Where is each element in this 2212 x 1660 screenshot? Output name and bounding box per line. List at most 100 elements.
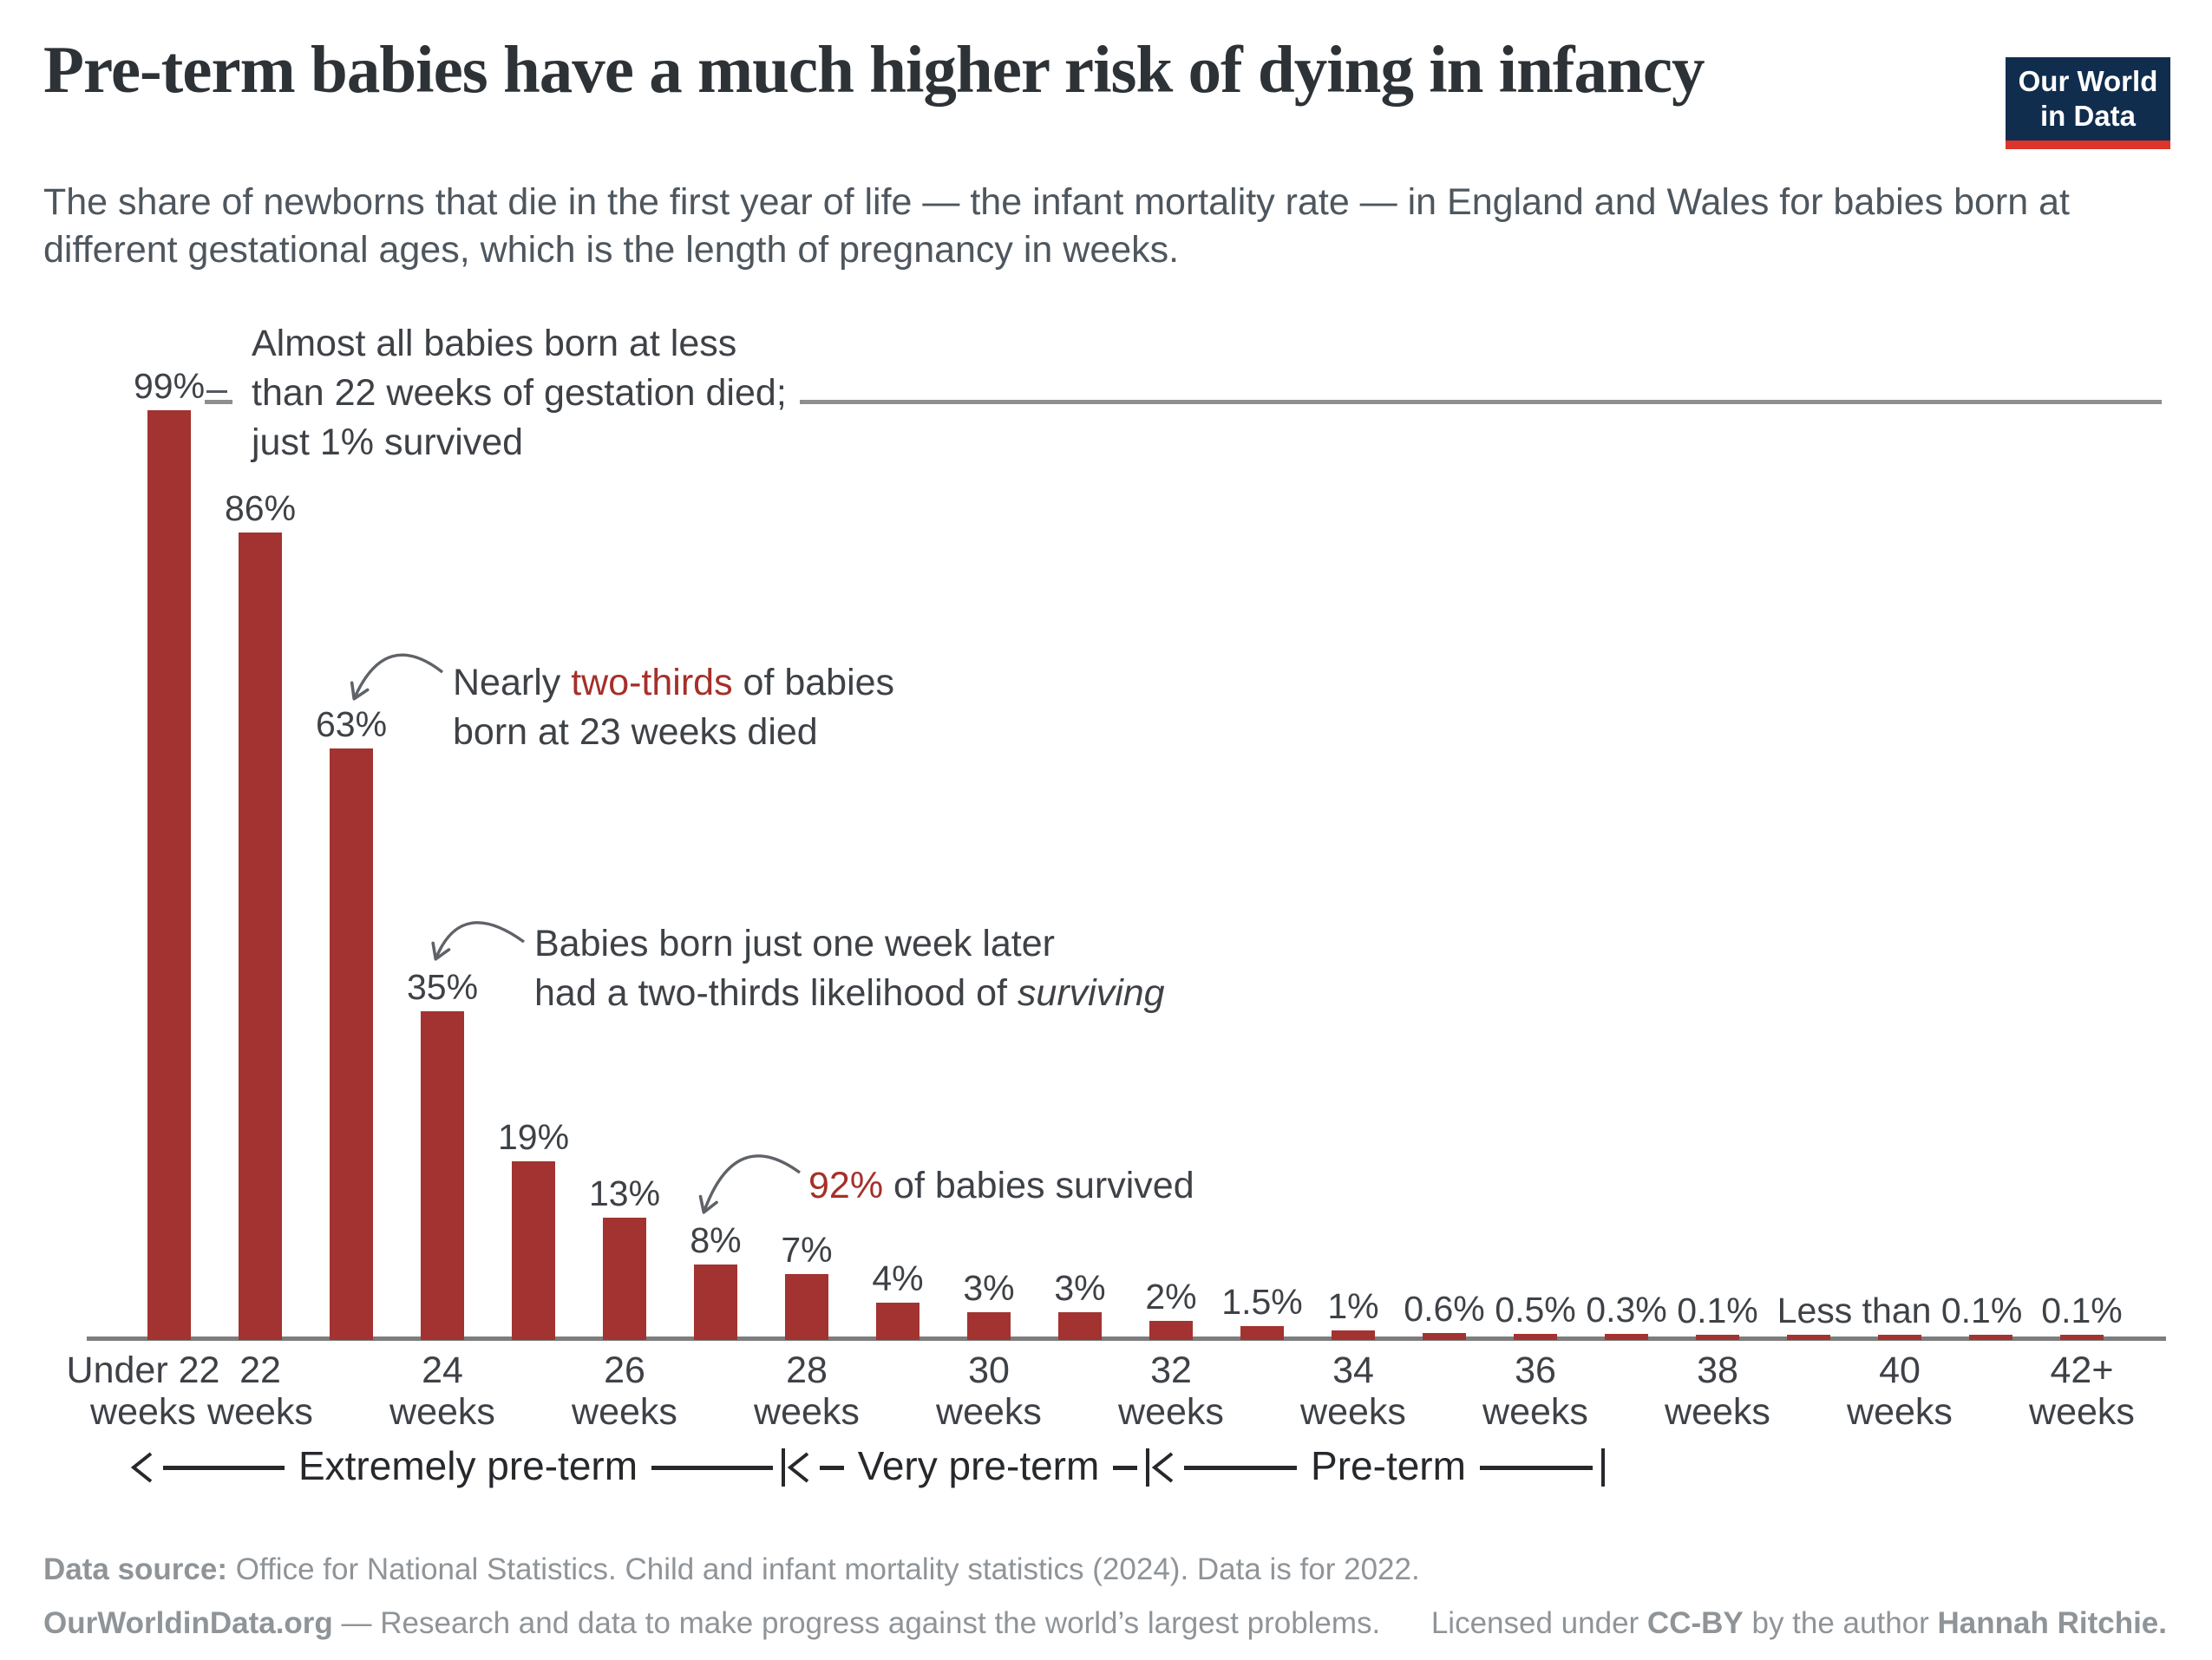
x-axis-label-line: weeks <box>1847 1391 1953 1433</box>
x-axis-label: Under 22 weeks <box>39 1350 247 1433</box>
x-axis-label-line: 22 <box>239 1350 281 1391</box>
bar-37-weeks <box>1605 1334 1648 1340</box>
page-subtitle: The share of newborns that die in the fi… <box>43 179 2070 274</box>
bar-value-label: 99% <box>133 365 206 406</box>
bracket-line <box>163 1465 285 1470</box>
bracket-very-pre-term: Very pre-term <box>785 1443 1150 1488</box>
annotation-line: born at 23 weeks died <box>453 711 818 753</box>
owid-logo-line1: Our World <box>2018 65 2158 97</box>
x-axis-label: 30 weeks <box>885 1350 1093 1433</box>
bracket-label: Pre-term <box>1311 1443 1466 1488</box>
x-axis-label-line: weeks <box>754 1391 860 1433</box>
bar-value-label: 7% <box>781 1230 833 1271</box>
bar-30-weeks <box>967 1311 1011 1340</box>
bar-29-weeks <box>876 1302 919 1340</box>
footer-owid-part: OurWorldinData.org <box>43 1606 333 1640</box>
bar-36-weeks <box>1514 1333 1557 1340</box>
owid-logo-line2: in Data <box>2039 100 2137 132</box>
annotation-line: just 1% survived <box>252 422 524 463</box>
bar-under-22-weeks <box>147 409 191 1340</box>
bar-34-weeks <box>1332 1330 1375 1340</box>
bar-value-label: 0.5% <box>1495 1289 1576 1330</box>
x-axis-label: 22 weeks <box>156 1350 364 1433</box>
bar-value-label: 4% <box>872 1258 924 1298</box>
annotation-27-weeks-note: 92% of babies survived <box>808 1161 1194 1211</box>
subtitle-line-1: The share of newborns that die in the fi… <box>43 181 2070 223</box>
annotation-line: Babies born just one week later <box>534 923 1055 964</box>
bar-25-weeks <box>512 1161 555 1340</box>
bracket-extremely-pre-term: Extremely pre-term <box>128 1443 786 1488</box>
footer-owid: OurWorldinData.org — Research and data t… <box>43 1606 1380 1641</box>
x-axis-label-line: 36 <box>1515 1350 1556 1391</box>
bar-28-weeks <box>785 1274 828 1340</box>
footer-license-part: by the author <box>1743 1606 1938 1640</box>
x-axis-label: 36 weeks <box>1431 1350 1639 1433</box>
x-axis-label: 38 weeks <box>1613 1350 1822 1433</box>
footer-license-part: CC-BY <box>1646 1606 1744 1640</box>
bar-38-weeks <box>1696 1335 1739 1340</box>
x-axis-label-line: weeks <box>90 1391 196 1433</box>
x-axis-label-line: weeks <box>936 1391 1042 1433</box>
bar-33-weeks <box>1240 1325 1284 1340</box>
x-axis-label-line: 38 <box>1697 1350 1738 1391</box>
footer-license-part: Licensed under <box>1430 1606 1647 1640</box>
bar-value-label: 1% <box>1327 1286 1379 1327</box>
bar-value-label: 1.5% <box>1221 1281 1303 1322</box>
bar-24-weeks <box>421 1010 464 1340</box>
bar-value-label-group: Less than 0.1% <box>1777 1291 2023 1331</box>
bar-value-label: 0.6% <box>1404 1289 1485 1330</box>
x-axis-label: 40 weeks <box>1796 1350 2004 1433</box>
annotation-23-weeks-note: Nearly two-thirds of babies born at 23 we… <box>453 658 894 757</box>
x-axis-label-line: weeks <box>1118 1391 1224 1433</box>
bar-value-label: 13% <box>588 1173 661 1214</box>
x-axis-line <box>87 1336 2166 1341</box>
annotation-line: Almost all babies born at less <box>252 323 737 364</box>
footer-data-source-part: Office for National Statistics. Child an… <box>227 1552 1420 1586</box>
bracket-left-arrow-icon <box>1151 1452 1174 1483</box>
x-axis-label-line: 32 <box>1150 1350 1192 1391</box>
bracket-line <box>820 1465 844 1470</box>
x-axis-label-line: weeks <box>1300 1391 1406 1433</box>
annotation-line: than 22 weeks of gestation died; <box>252 372 787 414</box>
x-axis-label-line: 30 <box>968 1350 1010 1391</box>
footer-license-part: Hannah Ritchie. <box>1937 1606 2167 1640</box>
reference-line <box>800 400 2162 404</box>
footer-data-source-part: Data source: <box>43 1552 228 1586</box>
bracket-label: Extremely pre-term <box>298 1443 638 1488</box>
bar-value-label: 19% <box>497 1117 570 1158</box>
bar-40-weeks <box>1878 1335 1921 1340</box>
bar-value-label: 3% <box>1054 1267 1106 1308</box>
bar-26-weeks <box>603 1218 646 1340</box>
bar-value-label: 2% <box>1145 1277 1197 1317</box>
bar-value-label: 86% <box>224 487 297 528</box>
owid-logo-stripe <box>2006 141 2170 149</box>
bracket-end-tick <box>1601 1448 1605 1487</box>
bracket-label: Very pre-term <box>857 1443 1100 1488</box>
subtitle-line-2: different gestational ages, which is the… <box>43 229 1180 271</box>
bracket-line <box>1184 1465 1298 1470</box>
bar-value-label: 63% <box>315 703 388 744</box>
x-axis-label-line: 28 <box>786 1350 828 1391</box>
bracket-line <box>1479 1465 1593 1470</box>
x-axis-label-line: weeks <box>2029 1391 2135 1433</box>
bar-value-label: 0.1% <box>1677 1291 1758 1331</box>
bar-22-weeks <box>239 532 282 1340</box>
bar-value-label: 0.1% <box>2041 1291 2123 1331</box>
x-axis-label-line: 42+ <box>2050 1350 2114 1391</box>
bracket-left-arrow-icon <box>130 1452 153 1483</box>
x-axis-label-line: 40 <box>1879 1350 1921 1391</box>
x-axis-label-line: 34 <box>1332 1350 1374 1391</box>
x-axis-label-line: Under 22 <box>66 1350 220 1391</box>
page-title: Pre-term babies have a much higher risk … <box>43 32 1705 107</box>
footer-data-source: Data source: Office for National Statist… <box>43 1552 1420 1587</box>
annotation-arrow <box>431 921 525 961</box>
x-axis-label: 28 weeks <box>703 1350 911 1433</box>
bar-42+-weeks <box>2060 1335 2104 1340</box>
x-axis-label-line: weeks <box>389 1391 495 1433</box>
owid-logo-box: Our World in Data <box>2006 57 2170 141</box>
x-axis-label-line: weeks <box>207 1391 313 1433</box>
x-axis-label: 34 weeks <box>1249 1350 1457 1433</box>
reference-dash-gray <box>205 400 232 404</box>
footer-owid-part: — Research and data to make progress aga… <box>332 1606 1381 1640</box>
